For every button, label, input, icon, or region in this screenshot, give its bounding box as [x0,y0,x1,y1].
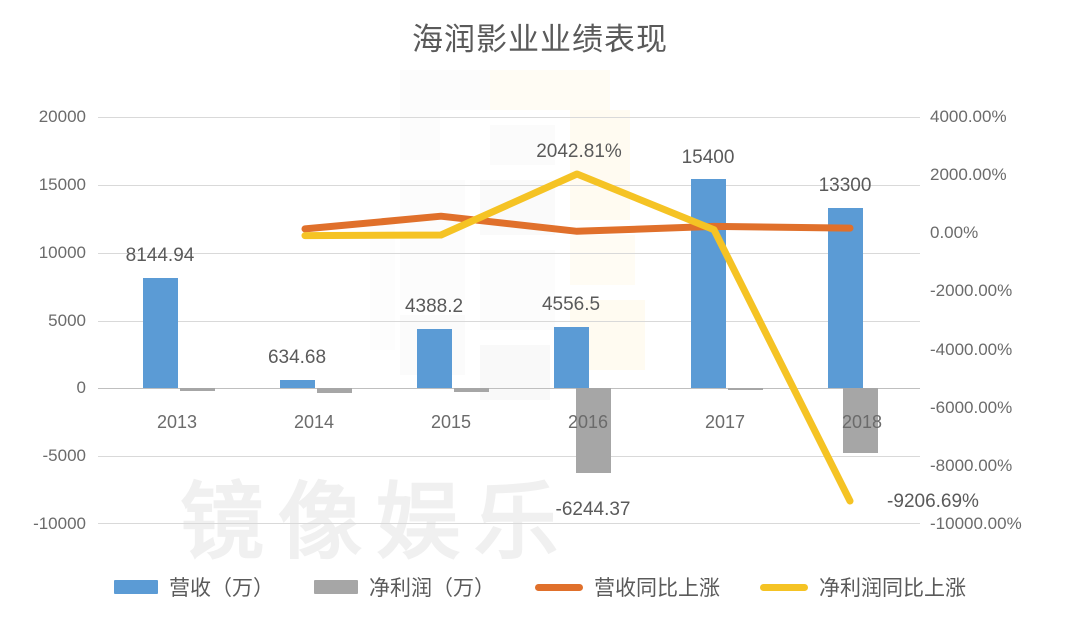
legend-item-profit-growth[interactable]: 净利润同比上涨 [760,572,966,602]
y-right-tick: -8000.00% [930,455,1013,475]
x-label-2018: 2018 [841,412,883,432]
data-label-revenue-2015: 4388.2 [404,296,464,317]
y-left-tick: -10000 [33,514,86,533]
gridline [98,184,920,186]
bar-revenue-2013 [143,277,178,389]
legend-label-net-profit: 净利润（万） [369,577,495,600]
data-label-revenue-2014: 634.68 [267,347,327,368]
y-left-tick: 10000 [38,242,86,262]
x-label-2016: 2016 [567,412,609,432]
bar-revenue-2016 [554,326,589,389]
data-label-profit-growth-2018: -9206.69% [887,491,979,512]
x-label-2015: 2015 [430,412,472,432]
y-right-tick: -6000.00% [930,397,1013,417]
legend-label-profit-growth: 净利润同比上涨 [819,577,966,600]
legend-swatch-revenue-icon [114,580,158,594]
x-label-2013: 2013 [156,412,198,432]
y-left-tick: 0 [76,378,86,398]
y-right-tick: 4000.00% [930,107,1007,126]
y-left-tick: 20000 [38,107,86,126]
y-axis-right: 4000.00% 2000.00% 0.00% -2000.00% -4000.… [930,107,1080,533]
data-label-net-profit-2016: -6244.37 [555,499,631,520]
legend-item-revenue[interactable]: 营收（万） [114,572,274,602]
x-label-2017: 2017 [704,412,746,432]
gridline [98,456,920,458]
bar-revenue-2017 [691,179,726,389]
data-label-revenue-2018: 13300 [818,175,872,196]
legend-label-revenue: 营收（万） [169,577,274,600]
line-revenue-growth [301,212,854,235]
bar-revenue-2018 [828,207,863,389]
x-axis: 2013 2014 2015 2016 2017 2018 [98,412,920,442]
y-left-tick: 5000 [48,310,86,330]
bar-revenue-2015 [417,328,452,389]
legend-swatch-profit-growth-icon [760,583,808,591]
bar-net-profit-2015 [454,388,489,393]
gridline [98,320,920,322]
data-label-profit-growth-2016: 2042.81% [536,141,622,162]
x-label-2014: 2014 [293,412,335,432]
bar-net-profit-2013 [180,388,215,392]
legend-swatch-net-profit-icon [314,580,358,594]
legend-item-revenue-growth[interactable]: 营收同比上涨 [535,572,720,602]
y-right-tick: -2000.00% [930,281,1013,301]
y-right-tick: 0.00% [930,223,979,243]
y-left-tick: -5000 [42,446,86,466]
zero-gridline [98,388,920,390]
bar-net-profit-2014 [317,388,352,394]
line-net-profit-growth [301,170,854,505]
bar-net-profit-2017 [728,388,763,391]
y-right-tick: 2000.00% [930,165,1007,185]
legend-label-revenue-growth: 营收同比上涨 [594,577,720,600]
plot-area: 8144.94 634.68 4388.2 4556.5 15400 13300… [98,117,979,524]
bar-revenue-2014 [280,379,315,389]
y-left-tick: 15000 [38,174,86,194]
line-series-layer [301,170,854,505]
data-label-revenue-2017: 15400 [681,147,735,168]
gridline [98,117,920,118]
gridline [98,252,920,254]
bar-net-profit-2016 [576,388,611,473]
gridline [98,523,920,524]
chart-legend: 营收（万） 净利润（万） 营收同比上涨 净利润同比上涨 [0,570,1080,604]
y-right-tick: -10000.00% [930,514,1022,533]
legend-swatch-revenue-growth-icon [535,583,583,591]
data-label-revenue-2013: 8144.94 [125,245,195,266]
bar-net-profit-2018 [843,388,878,454]
y-axis-left: 20000 15000 10000 5000 0 -5000 -10000 [0,107,86,533]
legend-item-net-profit[interactable]: 净利润（万） [314,572,495,602]
y-right-tick: -4000.00% [930,339,1013,359]
data-label-revenue-2016: 4556.5 [541,294,601,315]
chart-title: 海润影业业绩表现 [412,22,668,57]
